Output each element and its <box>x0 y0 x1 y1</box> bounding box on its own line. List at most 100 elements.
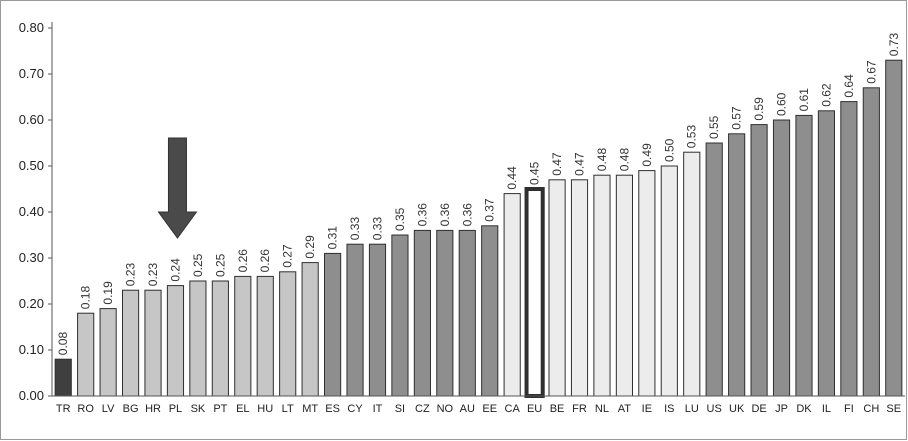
bar-ee <box>481 225 499 397</box>
bar-ca <box>503 193 521 397</box>
bar-au <box>458 229 476 397</box>
x-tick-label-tr: TR <box>56 403 71 415</box>
bar-lv <box>99 308 117 397</box>
x-tick-label-be: BE <box>550 403 565 415</box>
bar-is <box>660 165 678 397</box>
x-tick-label-lv: LV <box>102 403 115 415</box>
bar-no <box>436 229 454 397</box>
y-tick-label: 0.00 <box>19 388 44 403</box>
value-label-at: 0.48 <box>617 148 631 172</box>
bar-be <box>548 179 566 397</box>
value-label-hu: 0.26 <box>258 249 272 273</box>
y-tick-label: 0.60 <box>19 112 44 127</box>
bar-lu <box>683 151 701 397</box>
bar-it <box>368 243 387 397</box>
bar-lt <box>279 271 297 397</box>
bar-sk <box>189 280 207 397</box>
value-label-is: 0.50 <box>662 138 676 162</box>
x-tick-label-si: SI <box>395 403 405 415</box>
bar-cy <box>346 243 364 397</box>
x-tick-label-cz: CZ <box>415 403 430 415</box>
bar-cz <box>413 229 431 397</box>
value-label-us: 0.55 <box>707 115 721 139</box>
value-label-lv: 0.19 <box>101 281 115 305</box>
bar-at <box>615 174 633 397</box>
value-label-ch: 0.67 <box>864 60 878 84</box>
bar-ie <box>638 170 656 397</box>
x-tick-label-se: SE <box>886 403 901 415</box>
bar-hu <box>256 275 274 397</box>
x-tick-label-il: IL <box>822 403 831 415</box>
value-label-sk: 0.25 <box>191 253 205 277</box>
value-label-pt: 0.25 <box>213 253 227 277</box>
x-tick-label-mt: MT <box>302 403 318 415</box>
value-label-be: 0.47 <box>550 152 564 176</box>
bar-es <box>324 252 342 397</box>
bars-layer <box>54 59 903 398</box>
bar-tr <box>54 358 72 397</box>
x-tick-label-uk: UK <box>729 403 745 415</box>
x-tick-label-es: ES <box>325 403 340 415</box>
value-labels-layer: 0.08 0.18 0.19 0.23 0.23 0.24 0.25 0.25 0.26 0.26… <box>56 33 901 356</box>
value-label-fi: 0.64 <box>842 74 856 98</box>
value-label-bg: 0.23 <box>124 263 138 287</box>
value-label-mt: 0.29 <box>303 235 317 259</box>
value-label-jp: 0.60 <box>775 92 789 116</box>
value-label-no: 0.36 <box>438 203 452 227</box>
bar-pt <box>211 280 229 397</box>
x-tick-label-el: EL <box>236 403 249 415</box>
x-tick-label-ch: CH <box>863 403 879 415</box>
y-tick-label: 0.10 <box>19 342 44 357</box>
y-tick-label: 0.40 <box>19 204 44 219</box>
x-tick-label-us: US <box>707 403 722 415</box>
x-tick-label-ca: CA <box>505 403 521 415</box>
x-tick-label-sk: SK <box>191 403 206 415</box>
bar-fi <box>840 101 858 397</box>
bar-si <box>391 234 409 397</box>
x-tick-label-eu: EU <box>527 403 542 415</box>
value-label-ee: 0.37 <box>483 198 497 222</box>
x-tick-label-jp: JP <box>775 403 788 415</box>
bar-bg <box>121 289 140 397</box>
down-arrow-icon <box>157 137 198 239</box>
y-tick-label: 0.50 <box>19 158 44 173</box>
value-label-tr: 0.08 <box>56 332 70 356</box>
x-tick-label-hr: HR <box>145 403 161 415</box>
x-tick-label-is: IS <box>664 403 674 415</box>
bar-il <box>817 110 836 397</box>
value-label-ca: 0.44 <box>505 166 519 190</box>
bar-fr <box>570 179 589 397</box>
x-tick-label-ie: IE <box>642 403 652 415</box>
value-label-dk: 0.61 <box>797 88 811 112</box>
bar-pl <box>166 285 185 397</box>
bar-el <box>234 275 252 397</box>
x-tick-label-ee: EE <box>482 403 497 415</box>
x-tick-label-nl: NL <box>595 403 609 415</box>
x-tick-label-it: IT <box>373 403 383 415</box>
value-label-lu: 0.53 <box>685 125 699 149</box>
x-tick-label-fr: FR <box>572 403 587 415</box>
y-tick-label: 0.30 <box>19 250 44 265</box>
value-label-ie: 0.49 <box>640 143 654 167</box>
y-tick-label: 0.20 <box>19 296 44 311</box>
y-tick-label: 0.80 <box>19 20 44 35</box>
highlight-arrow-layer <box>157 137 198 239</box>
x-tick-label-lt: LT <box>282 403 294 415</box>
value-label-es: 0.31 <box>326 226 340 250</box>
bar-mt <box>301 262 319 397</box>
x-tick-label-pl: PL <box>169 403 182 415</box>
value-label-de: 0.59 <box>752 97 766 121</box>
value-label-fr: 0.47 <box>573 152 587 176</box>
value-label-eu: 0.45 <box>528 161 542 185</box>
value-label-it: 0.33 <box>370 217 384 241</box>
bar-nl <box>593 174 611 397</box>
value-label-hr: 0.23 <box>146 263 160 287</box>
x-tick-label-ro: RO <box>77 403 94 415</box>
y-tick-label: 0.70 <box>19 66 44 81</box>
x-axis: TR RO LV BG HR PL SK PT EL HU LT MT ES CY IT SI CZ NO AU EE… <box>52 395 905 415</box>
value-label-lt: 0.27 <box>281 244 295 268</box>
x-tick-label-hu: HU <box>257 403 273 415</box>
bar-hr <box>144 289 162 397</box>
x-tick-label-no: NO <box>437 403 454 415</box>
